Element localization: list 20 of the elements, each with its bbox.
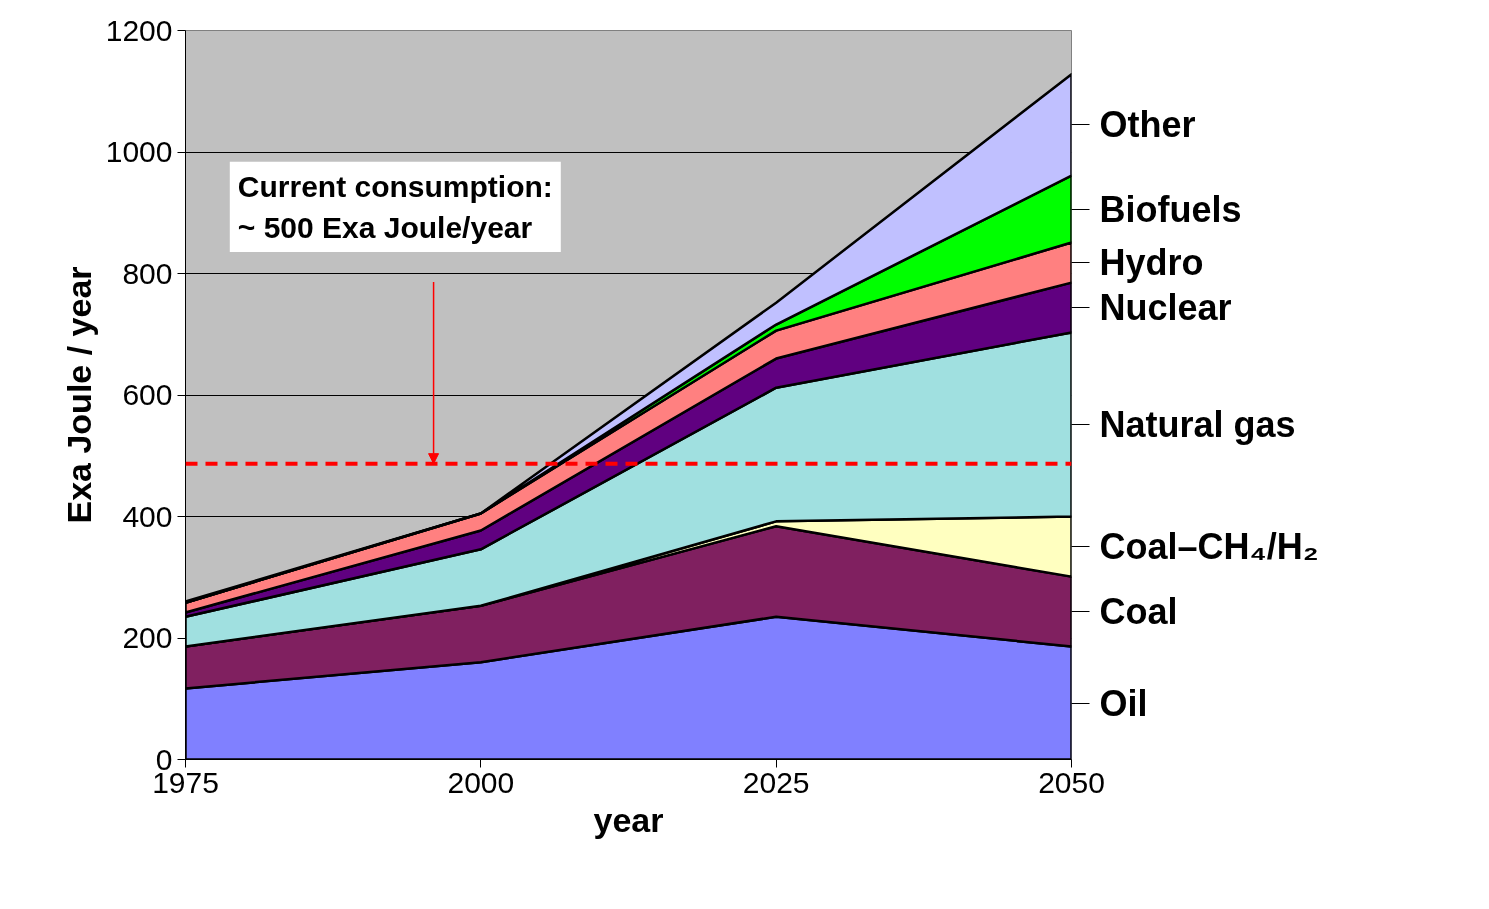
legend-label: Coal bbox=[1099, 591, 1178, 633]
annotation: Current consumption: ~ 500 Exa Joule/year bbox=[237, 169, 553, 244]
y-tick-label: 200 bbox=[122, 621, 173, 654]
y-tick-label: 1200 bbox=[105, 13, 173, 47]
legend-label: Nuclear bbox=[1099, 287, 1232, 329]
legend-label: Hydro bbox=[1099, 242, 1204, 284]
y-tick-label: 1000 bbox=[105, 135, 173, 168]
legend-label: Coal–CH₄/H₂ bbox=[1099, 526, 1319, 568]
x-tick-label: 2025 bbox=[742, 765, 810, 799]
y-tick-label: 600 bbox=[122, 378, 173, 411]
legend-label: Other bbox=[1099, 104, 1196, 146]
y-tick-label: 400 bbox=[122, 499, 173, 533]
y-axis-title: Exa Joule / year bbox=[59, 266, 98, 524]
x-tick-label: 2050 bbox=[1038, 765, 1105, 799]
legend-label: Oil bbox=[1099, 682, 1148, 724]
y-tick-label: 800 bbox=[122, 256, 173, 290]
x-axis-title: year bbox=[593, 800, 664, 839]
x-tick-label: 2000 bbox=[447, 765, 515, 799]
legend-label: Biofuels bbox=[1099, 188, 1242, 230]
legend-label: Natural gas bbox=[1099, 403, 1296, 445]
